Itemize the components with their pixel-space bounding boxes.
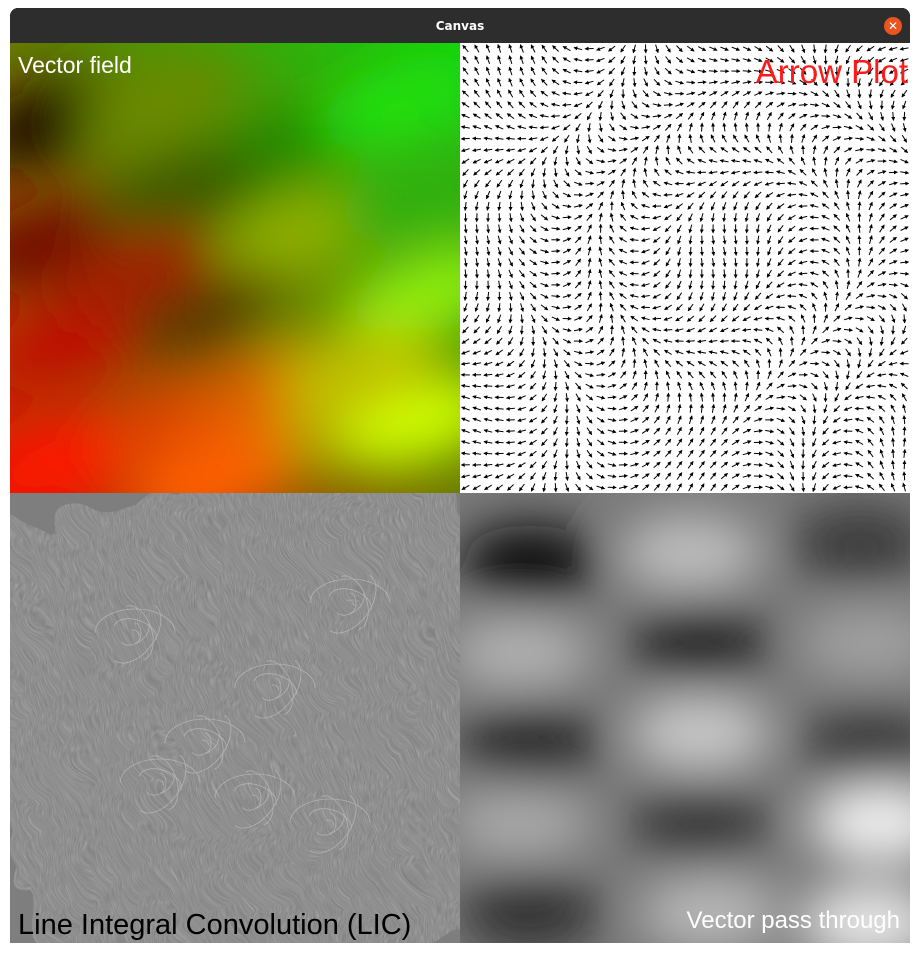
pass-through-label: Vector pass through <box>686 907 900 934</box>
title-bar[interactable]: Canvas ✕ <box>10 8 910 43</box>
arrow-plot-label: Arrow Plot <box>755 53 908 90</box>
vector-field-image <box>10 43 460 493</box>
close-icon: ✕ <box>887 19 899 33</box>
lic-panel: Line Integral Convolution (LIC) <box>10 493 460 943</box>
arrow-plot-image <box>460 43 910 493</box>
pass-through-image <box>460 493 910 943</box>
window-title: Canvas <box>435 18 485 33</box>
vector-field-panel: Vector field <box>10 43 460 493</box>
lic-label: Line Integral Convolution (LIC) <box>18 909 412 941</box>
pass-through-panel: Vector pass through <box>460 493 910 943</box>
lic-image <box>10 493 460 943</box>
vector-field-label: Vector field <box>18 52 132 78</box>
canvas-area[interactable]: Vector field Arrow Plot <box>10 43 910 943</box>
close-button[interactable]: ✕ <box>884 17 902 35</box>
canvas-window: Canvas ✕ Vecto <box>10 8 910 943</box>
arrow-plot-panel: Arrow Plot <box>460 43 910 493</box>
